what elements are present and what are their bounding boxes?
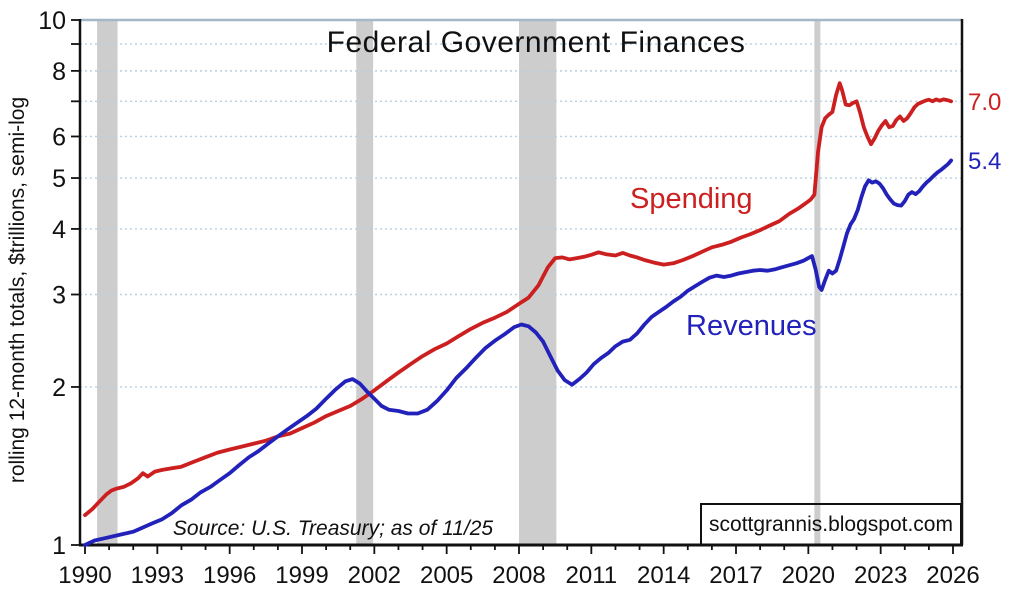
y-tick-label: 3 <box>52 282 66 310</box>
y-tick-label: 2 <box>52 374 66 402</box>
y-axis-label: rolling 12-month totals, $trillions, sem… <box>6 96 29 484</box>
y-tick-label: 10 <box>38 7 66 35</box>
y-tick-label: 4 <box>52 216 66 244</box>
watermark-box: scottgrannis.blogspot.com <box>700 503 962 546</box>
y-tick-label: 6 <box>52 123 66 151</box>
x-tick-label: 1999 <box>275 562 328 589</box>
spending-line <box>83 81 953 517</box>
chart-title: Federal Government Finances <box>326 26 746 59</box>
x-tick-label: 2020 <box>782 562 835 589</box>
x-tick-label: 2017 <box>709 562 762 589</box>
x-tick-label: 2026 <box>926 562 979 589</box>
recession-band <box>519 20 557 545</box>
x-tick-label: 2002 <box>348 562 401 589</box>
x-tick-label: 2014 <box>637 562 690 589</box>
y-tick-label: 8 <box>52 58 66 86</box>
x-tick-label: 2023 <box>854 562 907 589</box>
revenues-series-label: Revenues <box>686 310 817 342</box>
spending-end-value: 7.0 <box>968 89 1002 117</box>
x-tick-label: 1993 <box>131 562 184 589</box>
recession-band <box>97 20 118 545</box>
source-note: Source: U.S. Treasury; as of 11/25 <box>172 517 494 540</box>
recession-band <box>356 20 374 545</box>
x-tick-label: 2005 <box>420 562 473 589</box>
spending-series-label: Spending <box>630 183 753 215</box>
x-tick-label: 2008 <box>492 562 545 589</box>
revenues-end-value: 5.4 <box>968 148 1002 176</box>
x-tick-label: 1996 <box>203 562 256 589</box>
x-tick-label: 2011 <box>566 562 618 589</box>
y-tick-label: 1 <box>52 532 66 560</box>
revenues-line <box>83 158 953 547</box>
x-tick-label: 1990 <box>58 562 111 589</box>
y-tick-label: 5 <box>52 165 66 193</box>
